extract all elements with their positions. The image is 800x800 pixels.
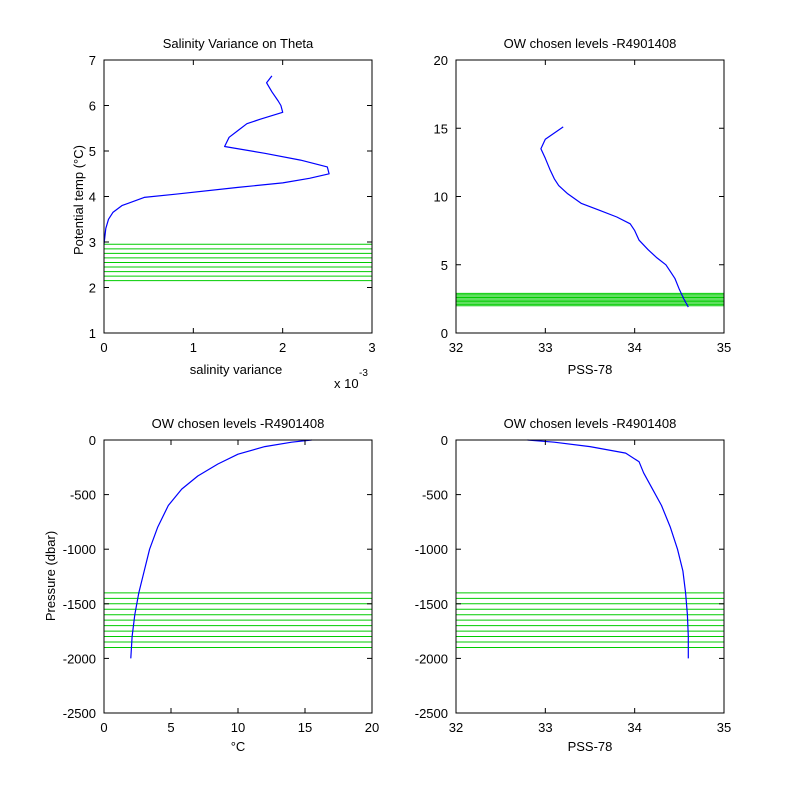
y-tick-label: 7 (89, 53, 96, 68)
panel-theta-salinity: OW chosen levels -R4901408 PSS-78 32 33 34… (434, 36, 732, 377)
y-tick-label: -500 (422, 488, 448, 503)
y-tick-label: 6 (89, 99, 96, 114)
panel-title: OW chosen levels -R4901408 (504, 36, 677, 51)
y-tick-label: -2500 (63, 706, 96, 721)
x-tick-label: 33 (538, 720, 552, 735)
x-tick-label: 1 (190, 340, 197, 355)
x-axis-label: salinity variance (190, 362, 283, 377)
y-tick-label: 5 (441, 258, 448, 273)
y-tick-label: 1 (89, 326, 96, 341)
y-tick-label: 4 (89, 190, 96, 205)
x-tick-label: 15 (298, 720, 312, 735)
y-axis-label: Potential temp (°C) (71, 145, 86, 255)
x-tick-label: 35 (717, 340, 731, 355)
series-line (527, 439, 689, 659)
x-tick-label: 10 (231, 720, 245, 735)
y-tick-label: -1000 (415, 542, 448, 557)
y-tick-label: 15 (434, 121, 448, 136)
x-tick-label: 35 (717, 720, 731, 735)
series-line (540, 126, 689, 308)
x-scale-exponent: -3 (359, 368, 368, 379)
y-tick-label: 0 (441, 326, 448, 341)
panel-pressure-temperature: OW chosen levels -R4901408 °C Pressure (… (43, 416, 379, 754)
y-tick-label: -2500 (415, 706, 448, 721)
plot-area: 32 33 34 35 -2500 -2000 -1500 -1000 -500 0 (415, 433, 731, 735)
x-tick-label: 0 (100, 340, 107, 355)
panel-pressure-salinity: OW chosen levels -R4901408 PSS-78 32 33 34… (415, 416, 731, 754)
y-tick-label: 0 (89, 433, 96, 448)
panel-title: Salinity Variance on Theta (163, 36, 314, 51)
x-axis-label: PSS-78 (568, 362, 613, 377)
y-tick-label: 0 (441, 433, 448, 448)
x-tick-label: 2 (279, 340, 286, 355)
x-scale-note: x 10 (334, 376, 359, 391)
x-tick-label: 33 (538, 340, 552, 355)
series-line (130, 439, 312, 659)
x-tick-label: 5 (167, 720, 174, 735)
x-axis-label: PSS-78 (568, 739, 613, 754)
y-tick-label: -1500 (415, 597, 448, 612)
x-tick-label: 0 (100, 720, 107, 735)
x-tick-label: 32 (449, 720, 463, 735)
axes-box (455, 439, 725, 714)
x-tick-label: 34 (627, 720, 641, 735)
x-tick-label: 20 (365, 720, 379, 735)
panel-title: OW chosen levels -R4901408 (152, 416, 325, 431)
x-tick-label: 32 (449, 340, 463, 355)
plot-area: 0 5 10 15 20 -2500 -2000 -1500 -1000 -500 0 (63, 433, 379, 735)
panel-title: OW chosen levels -R4901408 (504, 416, 677, 431)
y-tick-label: -500 (70, 488, 96, 503)
y-axis-label: Pressure (dbar) (43, 531, 58, 621)
x-axis-label: °C (231, 739, 246, 754)
y-tick-label: -2000 (415, 651, 448, 666)
y-tick-label: 10 (434, 190, 448, 205)
x-tick-label: 34 (627, 340, 641, 355)
y-tick-label: -1500 (63, 597, 96, 612)
series-line (103, 75, 330, 245)
plot-area: 32 33 34 35 0 5 10 15 20 (434, 53, 732, 355)
x-tick-label: 3 (368, 340, 375, 355)
y-tick-label: 5 (89, 144, 96, 159)
y-tick-label: 3 (89, 235, 96, 250)
panel-salinity-variance: Salinity Variance on Theta salinity vari… (71, 36, 376, 391)
y-tick-label: -1000 (63, 542, 96, 557)
y-tick-label: 20 (434, 53, 448, 68)
y-tick-label: -2000 (63, 651, 96, 666)
y-tick-label: 2 (89, 281, 96, 296)
